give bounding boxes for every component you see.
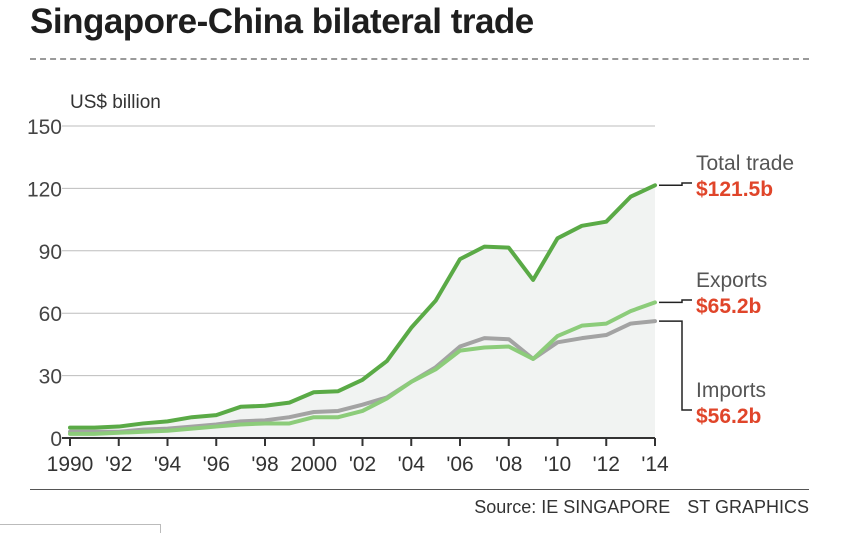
x-tick-label: '04 xyxy=(398,453,426,476)
source-note: Source: IE SINGAPORE ST GRAPHICS xyxy=(474,497,809,518)
exports-legend-label: Exports xyxy=(696,269,767,292)
total-trade-area xyxy=(70,185,655,438)
exports-connector xyxy=(659,299,692,304)
y-tick-label: 30 xyxy=(39,366,62,389)
x-tick-label: '14 xyxy=(641,453,669,476)
x-tick-label: '10 xyxy=(544,453,571,476)
chart-title: Singapore-China bilateral trade xyxy=(30,2,534,41)
total-end-value: $121.5b xyxy=(696,178,773,201)
y-axis-label: US$ billion xyxy=(70,92,161,113)
x-tick-label: 2000 xyxy=(290,453,337,476)
y-tick-label: 90 xyxy=(39,241,62,264)
exports-end-value: $65.2b xyxy=(696,295,761,318)
credit-text: ST GRAPHICS xyxy=(687,497,809,517)
y-tick-label: 60 xyxy=(39,303,62,326)
x-tick-label: 1990 xyxy=(47,453,94,476)
x-tick-label: '96 xyxy=(203,453,230,476)
cropped-artifact xyxy=(0,524,161,533)
y-tick-label: 120 xyxy=(27,178,62,201)
total-line xyxy=(68,183,657,430)
footer-divider xyxy=(30,489,809,490)
title-divider xyxy=(30,58,809,60)
x-tick-label: '12 xyxy=(593,453,620,476)
x-tick-label: '06 xyxy=(446,453,473,476)
imports-line xyxy=(68,319,657,434)
imports-legend-label: Imports xyxy=(696,379,766,402)
total-legend-label: Total trade xyxy=(696,152,794,175)
exports-line xyxy=(68,300,657,436)
total-connector xyxy=(659,182,692,187)
y-tick-label: 0 xyxy=(50,428,62,451)
imports-end-value: $56.2b xyxy=(696,405,761,428)
source-text: Source: IE SINGAPORE xyxy=(474,497,671,517)
x-tick-label: '94 xyxy=(154,453,182,476)
x-tick-label: '98 xyxy=(251,453,278,476)
x-tick-label: '02 xyxy=(349,453,376,476)
x-tick-label: '08 xyxy=(495,453,522,476)
x-tick-label: '92 xyxy=(105,453,132,476)
imports-connector xyxy=(659,320,692,411)
y-tick-label: 150 xyxy=(27,116,62,139)
